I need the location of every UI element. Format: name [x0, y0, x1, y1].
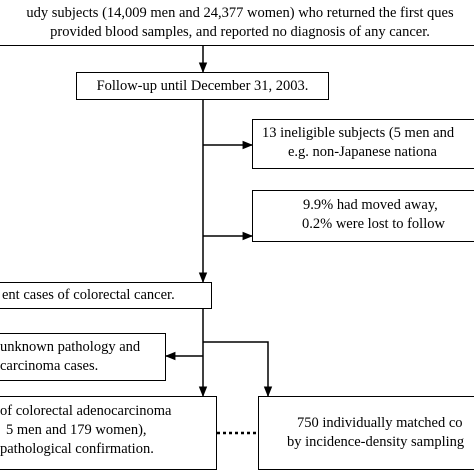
unknown-pathology-box: unknown pathology and carcinoma cases.: [0, 333, 166, 381]
matched-controls-box: 750 individually matched co by incidence…: [258, 396, 474, 470]
incident-cases-box: ent cases of colorectal cancer.: [0, 282, 212, 309]
incident-cases-text: ent cases of colorectal cancer.: [2, 287, 175, 303]
ineligible-line1: 13 ineligible subjects (5 men and: [262, 125, 455, 141]
matched-controls-line2: by incidence-density sampling: [287, 434, 465, 450]
ineligible-line2: e.g. non-Japanese nationa: [288, 144, 437, 160]
moved-away-line1: 9.9% had moved away,: [303, 197, 438, 213]
adenocarcinoma-box: of colorectal adenocarcinoma 5 men and 1…: [0, 396, 217, 470]
study-subjects-line2: provided blood samples, and reported no …: [50, 24, 430, 40]
arrow-to-matched-controls: [203, 341, 273, 398]
adenocarcinoma-line2: 5 men and 179 women),: [6, 422, 147, 438]
unknown-pathology-line1: unknown pathology and: [0, 339, 141, 355]
moved-away-line2: 0.2% were lost to follow: [302, 216, 445, 232]
study-subjects-box: udy subjects (14,009 men and 24,377 wome…: [0, 0, 474, 46]
adenocarcinoma-line1: of colorectal adenocarcinoma: [0, 403, 172, 419]
follow-up-text: Follow-up until December 31, 2003.: [96, 78, 309, 94]
ineligible-box: 13 ineligible subjects (5 men and e.g. n…: [252, 119, 474, 169]
moved-away-box: 9.9% had moved away, 0.2% were lost to f…: [252, 190, 474, 242]
unknown-pathology-line2: carcinoma cases.: [0, 358, 99, 374]
follow-up-box: Follow-up until December 31, 2003.: [76, 72, 329, 100]
adenocarcinoma-line3: pathological confirmation.: [0, 441, 154, 457]
matched-controls-line1: 750 individually matched co: [297, 415, 463, 431]
study-subjects-line1: udy subjects (14,009 men and 24,377 wome…: [26, 5, 454, 21]
